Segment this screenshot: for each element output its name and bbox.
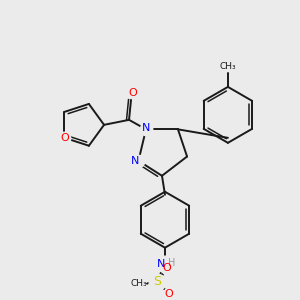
- Text: N: N: [142, 123, 150, 133]
- Text: N: N: [157, 259, 165, 269]
- Text: O: O: [165, 289, 173, 298]
- Text: O: O: [163, 263, 171, 273]
- Text: CH₃: CH₃: [131, 279, 147, 288]
- Text: CH₃: CH₃: [220, 62, 236, 71]
- Text: N: N: [131, 156, 140, 166]
- Text: O: O: [60, 133, 69, 143]
- Text: H: H: [168, 258, 176, 268]
- Text: S: S: [153, 275, 161, 288]
- Text: O: O: [129, 88, 137, 98]
